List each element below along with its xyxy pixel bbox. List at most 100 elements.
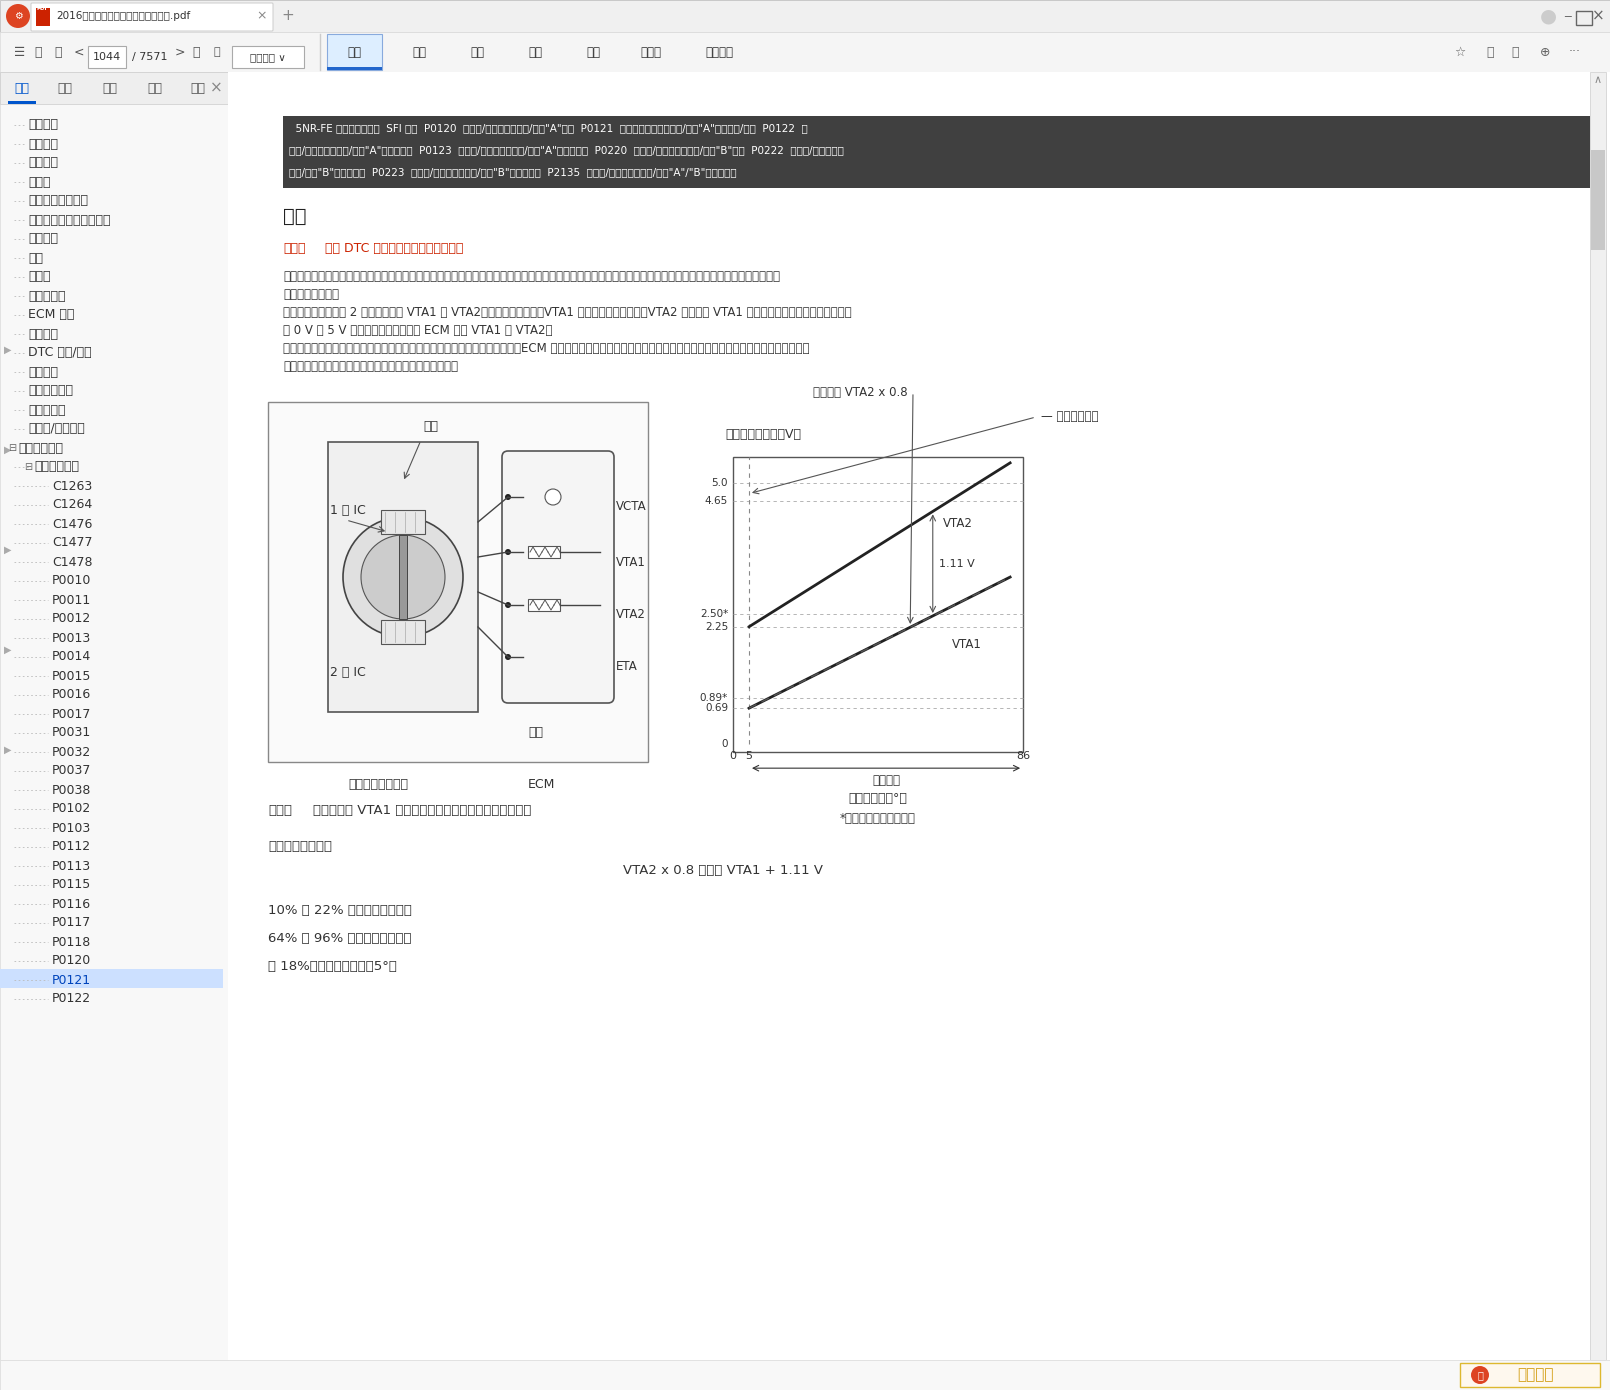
- Text: ⬜: ⬜: [1512, 46, 1518, 58]
- Text: 1.11 V: 1.11 V: [939, 559, 974, 569]
- Text: >: >: [175, 46, 185, 58]
- Text: 初始化: 初始化: [27, 271, 50, 284]
- Text: 定格数据: 定格数据: [27, 366, 58, 378]
- Text: VTA1: VTA1: [617, 556, 646, 569]
- Text: 5.0: 5.0: [712, 478, 728, 488]
- Text: 传感器端子 VTA1 传输的节气门开度以百分比形式表示。: 传感器端子 VTA1 传输的节气门开度以百分比形式表示。: [312, 803, 531, 816]
- Bar: [0, 1359, 1610, 1390]
- Text: 批注: 批注: [148, 82, 163, 95]
- Text: ×: ×: [209, 81, 222, 96]
- Text: DTC 检查/清除: DTC 检查/清除: [27, 346, 92, 360]
- Text: ⊟: ⊟: [8, 443, 16, 453]
- Bar: [89, 46, 126, 68]
- Text: 2016年丰田威驰雅力士致炫维修手册.pdf: 2016年丰田威驰雅力士致炫维修手册.pdf: [56, 11, 190, 21]
- Text: 诊断故障码表: 诊断故障码表: [34, 460, 79, 474]
- Text: 🔍: 🔍: [192, 46, 200, 58]
- FancyBboxPatch shape: [31, 3, 274, 31]
- Text: ☰: ☰: [14, 46, 26, 58]
- Text: VTA2: VTA2: [617, 609, 646, 621]
- Text: C1476: C1476: [52, 517, 92, 531]
- Bar: [0, 72, 229, 104]
- Circle shape: [506, 655, 510, 660]
- Text: ⬜: ⬜: [34, 46, 42, 58]
- Text: 节气门位置传感器安装在带电动机的节气门体总成上，并检测节气门开度。该传感器为非接触型。其使用霍尔效应元件，以便在极端的驾驶条件下，例如高速和极: 节气门位置传感器安装在带电动机的节气门体总成上，并检测节气门开度。该传感器为非接…: [283, 270, 779, 282]
- Text: 5NR-FE 发动机控制系统  SFI 系统  P0120  节气门/踏板位置传感器/开关"A"电路  P0121  节气门踏板位置传感器/开关"A"电路范围/: 5NR-FE 发动机控制系统 SFI 系统 P0120 节气门/踏板位置传感器/…: [290, 122, 808, 133]
- Text: ●: ●: [1539, 7, 1557, 25]
- Text: P0038: P0038: [52, 784, 92, 796]
- Text: 磁铁: 磁铁: [528, 726, 543, 738]
- Text: 线条显示 VTA2 x 0.8: 线条显示 VTA2 x 0.8: [813, 385, 908, 399]
- Text: 1 号 IC: 1 号 IC: [330, 503, 365, 517]
- Text: ×: ×: [256, 10, 267, 22]
- Text: 有效范围: 有效范围: [873, 774, 900, 787]
- Text: 预览: 预览: [58, 82, 72, 95]
- Text: 🔧: 🔧: [1476, 1371, 1483, 1380]
- Text: ···: ···: [1570, 46, 1581, 58]
- Text: P0014: P0014: [52, 651, 92, 663]
- Text: 失效保护表: 失效保护表: [27, 403, 66, 417]
- Text: ⚙: ⚙: [13, 11, 23, 21]
- Circle shape: [343, 517, 464, 637]
- Text: 收藏: 收藏: [190, 82, 206, 95]
- Bar: [35, 8, 50, 26]
- Circle shape: [361, 535, 444, 619]
- Circle shape: [6, 4, 31, 28]
- Bar: [327, 67, 382, 70]
- Text: ▶: ▶: [3, 345, 11, 354]
- Text: P0011: P0011: [52, 594, 92, 606]
- Text: 目录: 目录: [348, 46, 361, 58]
- Text: ×: ×: [1592, 8, 1605, 24]
- Text: 感器/开关"B"电路低输入  P0223  节气门/踏板位置传感器/开关"B"电路高输入  P2135  节气门/踏板位置传感器/开关"A"/"B"电压相关性: 感器/开关"B"电路低输入 P0223 节气门/踏板位置传感器/开关"B"电路高…: [290, 167, 737, 177]
- Circle shape: [506, 493, 510, 500]
- Text: 提示：: 提示：: [283, 242, 306, 254]
- Text: 视图: 视图: [412, 46, 427, 58]
- Text: ⊟: ⊟: [24, 461, 32, 473]
- Text: 节气门位置传感器有 2 个传感器电路 VTA1 和 VTA2，各传送一个信号。VTA1 用于检测节气门开度，VTA2 用于检测 VTA1 的故障。传感器信号电压: 节气门位置传感器有 2 个传感器电路 VTA1 和 VTA2，各传送一个信号。V…: [283, 306, 852, 318]
- Text: 5: 5: [745, 751, 752, 762]
- Text: P0116: P0116: [52, 898, 92, 910]
- Text: P0012: P0012: [52, 613, 92, 626]
- Text: 0: 0: [721, 739, 728, 749]
- Text: P0121: P0121: [52, 973, 92, 987]
- Text: ∧: ∧: [1594, 75, 1602, 85]
- Text: / 7571: / 7571: [132, 51, 167, 63]
- Text: C1478: C1478: [52, 556, 92, 569]
- Bar: [733, 457, 1022, 752]
- Circle shape: [506, 549, 510, 555]
- Text: 注意事项: 注意事项: [27, 118, 58, 132]
- Text: 书签: 书签: [470, 46, 485, 58]
- Text: 检查是否存在间歇性故障: 检查是否存在间歇性故障: [27, 214, 111, 227]
- Text: 自适应宽 ∨: 自适应宽 ∨: [250, 51, 287, 63]
- Text: ▶: ▶: [3, 645, 11, 655]
- Text: P0120: P0120: [52, 955, 92, 967]
- Text: *：失效保护控制过程中: *：失效保护控制过程中: [840, 812, 916, 824]
- Text: ─: ─: [1563, 11, 1570, 21]
- Text: P0102: P0102: [52, 802, 92, 816]
- Text: 批注设置: 批注设置: [705, 46, 733, 58]
- Text: <: <: [74, 46, 84, 58]
- Text: 🔍: 🔍: [213, 47, 219, 57]
- Bar: [267, 402, 647, 762]
- Text: C1264: C1264: [52, 499, 92, 512]
- Text: P0013: P0013: [52, 631, 92, 645]
- Text: 86: 86: [1016, 751, 1030, 762]
- Text: 汽修帮手: 汽修帮手: [1517, 1368, 1554, 1383]
- Text: 1044: 1044: [93, 51, 121, 63]
- Text: 诊断系统: 诊断系统: [27, 328, 58, 341]
- Bar: [1591, 72, 1607, 1359]
- Text: 传感器输出电压（V）: 传感器输出电压（V）: [724, 428, 802, 442]
- Bar: [232, 46, 304, 68]
- Text: 故障症状表: 故障症状表: [27, 289, 66, 303]
- Text: VTA2: VTA2: [942, 517, 972, 530]
- Bar: [0, 72, 229, 1359]
- Text: 2.50*: 2.50*: [700, 609, 728, 619]
- Text: ⊕: ⊕: [1539, 46, 1550, 58]
- Text: ▶: ▶: [3, 545, 11, 555]
- Bar: [528, 599, 560, 612]
- Text: 检查模式程序: 检查模式程序: [27, 385, 72, 398]
- Text: ▶: ▶: [3, 445, 11, 455]
- Text: P0032: P0032: [52, 745, 92, 759]
- Text: ECM: ECM: [528, 777, 555, 791]
- Text: 0.89*: 0.89*: [700, 692, 728, 703]
- Circle shape: [506, 602, 510, 607]
